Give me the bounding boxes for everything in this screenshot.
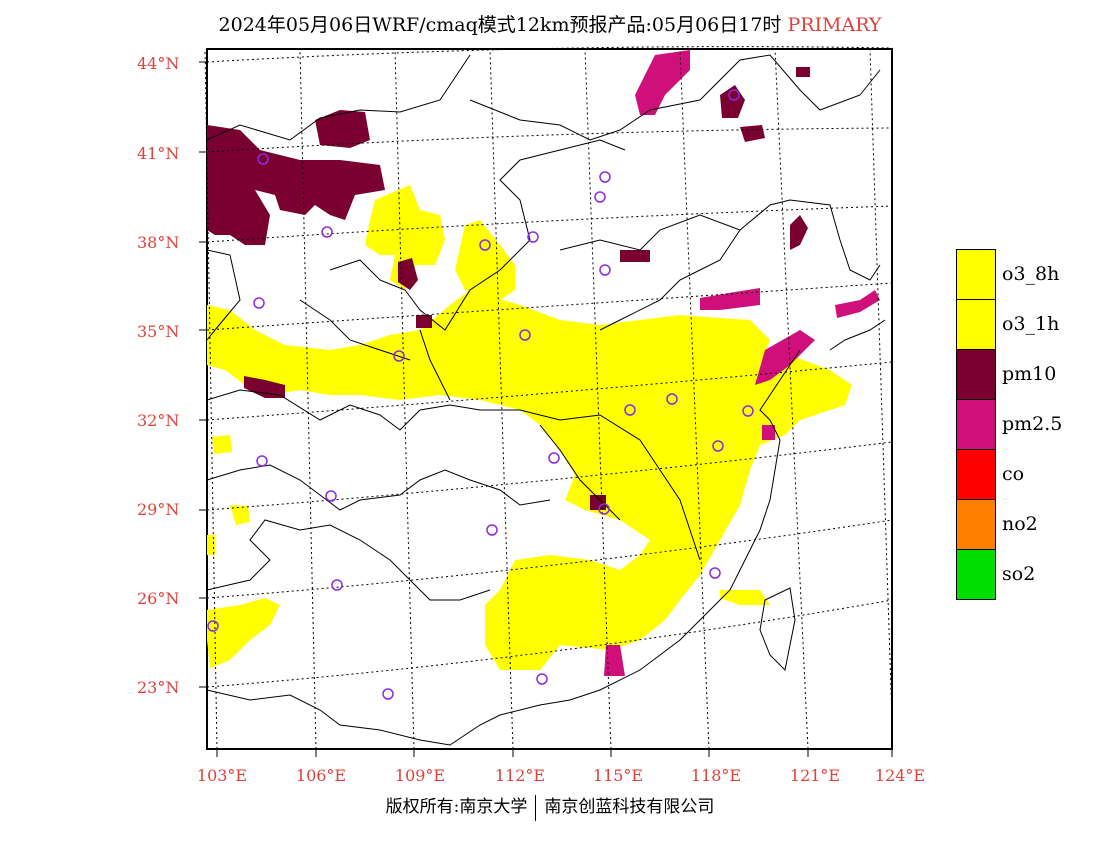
legend-item-o3-8h: o3_8h	[956, 249, 1100, 300]
title-text: 2024年05月06日WRF/cmaq模式12km预报产品:05月06日17时	[218, 14, 782, 36]
station-marker	[486, 524, 498, 536]
boundary-lines	[206, 54, 886, 746]
lat-label-26: 26°N	[137, 589, 180, 608]
lat-label-23: 23°N	[137, 678, 180, 697]
legend-swatch	[956, 249, 996, 300]
legend-label: pm2.5	[1002, 413, 1063, 435]
lat-label-41: 41°N	[137, 144, 180, 163]
lat-label-35: 35°N	[137, 322, 180, 341]
station-marker	[519, 329, 531, 341]
station-markers	[207, 89, 754, 700]
station-marker	[257, 153, 269, 165]
copyright-company: 南京创蓝科技有限公司	[544, 797, 715, 817]
legend-item-o3-1h: o3_1h	[956, 299, 1100, 350]
legend-label: so2	[1002, 563, 1036, 585]
legend-label: pm10	[1002, 363, 1057, 385]
legend-item-pm10: pm10	[956, 349, 1100, 400]
title-primary-tag: PRIMARY	[787, 14, 882, 36]
station-marker	[709, 567, 721, 579]
station-marker	[325, 490, 337, 502]
legend-item-so2: so2	[956, 549, 1100, 600]
copyright-owner: 版权所有:南京大学	[385, 797, 528, 817]
station-marker	[479, 239, 491, 251]
station-marker	[666, 393, 678, 405]
o3-region-layer	[207, 185, 852, 670]
lat-label-32: 32°N	[137, 411, 180, 430]
legend-item-pm25: pm2.5	[956, 399, 1100, 450]
legend-swatch	[956, 299, 996, 350]
lon-label-124: 124°E	[874, 766, 926, 785]
station-marker	[393, 350, 405, 362]
legend-label: no2	[1002, 513, 1038, 535]
legend-item-co: co	[956, 449, 1100, 500]
lat-label-29: 29°N	[137, 500, 180, 519]
pm10-region-layer	[207, 67, 810, 510]
station-marker	[548, 452, 560, 464]
legend: o3_8h o3_1h pm10 pm2.5 co no2 so2	[956, 249, 1100, 600]
legend-swatch	[956, 349, 996, 400]
station-marker	[256, 455, 268, 467]
lon-label-118: 118°E	[690, 766, 742, 785]
station-marker	[598, 503, 610, 515]
legend-label: o3_8h	[1002, 263, 1060, 285]
station-marker	[594, 191, 606, 203]
station-marker	[207, 620, 219, 632]
station-marker	[536, 673, 548, 685]
station-marker	[599, 171, 611, 183]
lon-label-106: 106°E	[295, 766, 347, 785]
station-marker	[527, 231, 539, 243]
axis-ticks	[199, 61, 893, 757]
legend-swatch	[956, 499, 996, 550]
station-marker	[321, 226, 333, 238]
station-marker	[624, 404, 636, 416]
map-title: 2024年05月06日WRF/cmaq模式12km预报产品:05月06日17时 P…	[0, 10, 1100, 37]
lon-label-103: 103°E	[196, 766, 248, 785]
lon-label-109: 109°E	[394, 766, 446, 785]
legend-swatch	[956, 549, 996, 600]
lat-label-38: 38°N	[137, 233, 180, 252]
legend-label: o3_1h	[1002, 313, 1060, 335]
station-marker	[382, 688, 394, 700]
station-marker	[253, 297, 265, 309]
lon-label-121: 121°E	[789, 766, 841, 785]
station-marker	[728, 89, 740, 101]
graticule	[204, 46, 893, 750]
legend-label: co	[1002, 463, 1025, 485]
legend-swatch	[956, 449, 996, 500]
station-marker	[331, 579, 343, 591]
pm25-region-layer	[604, 50, 880, 676]
lat-label-44: 44°N	[137, 54, 180, 73]
legend-swatch	[956, 399, 996, 450]
lon-label-115: 115°E	[592, 766, 644, 785]
lon-label-112: 112°E	[494, 766, 546, 785]
copyright-footer: 版权所有:南京大学 南京创蓝科技有限公司	[0, 792, 1100, 821]
station-marker	[712, 440, 724, 452]
legend-item-no2: no2	[956, 499, 1100, 550]
station-marker	[599, 264, 611, 276]
footer-divider	[535, 794, 537, 821]
station-marker	[742, 405, 754, 417]
